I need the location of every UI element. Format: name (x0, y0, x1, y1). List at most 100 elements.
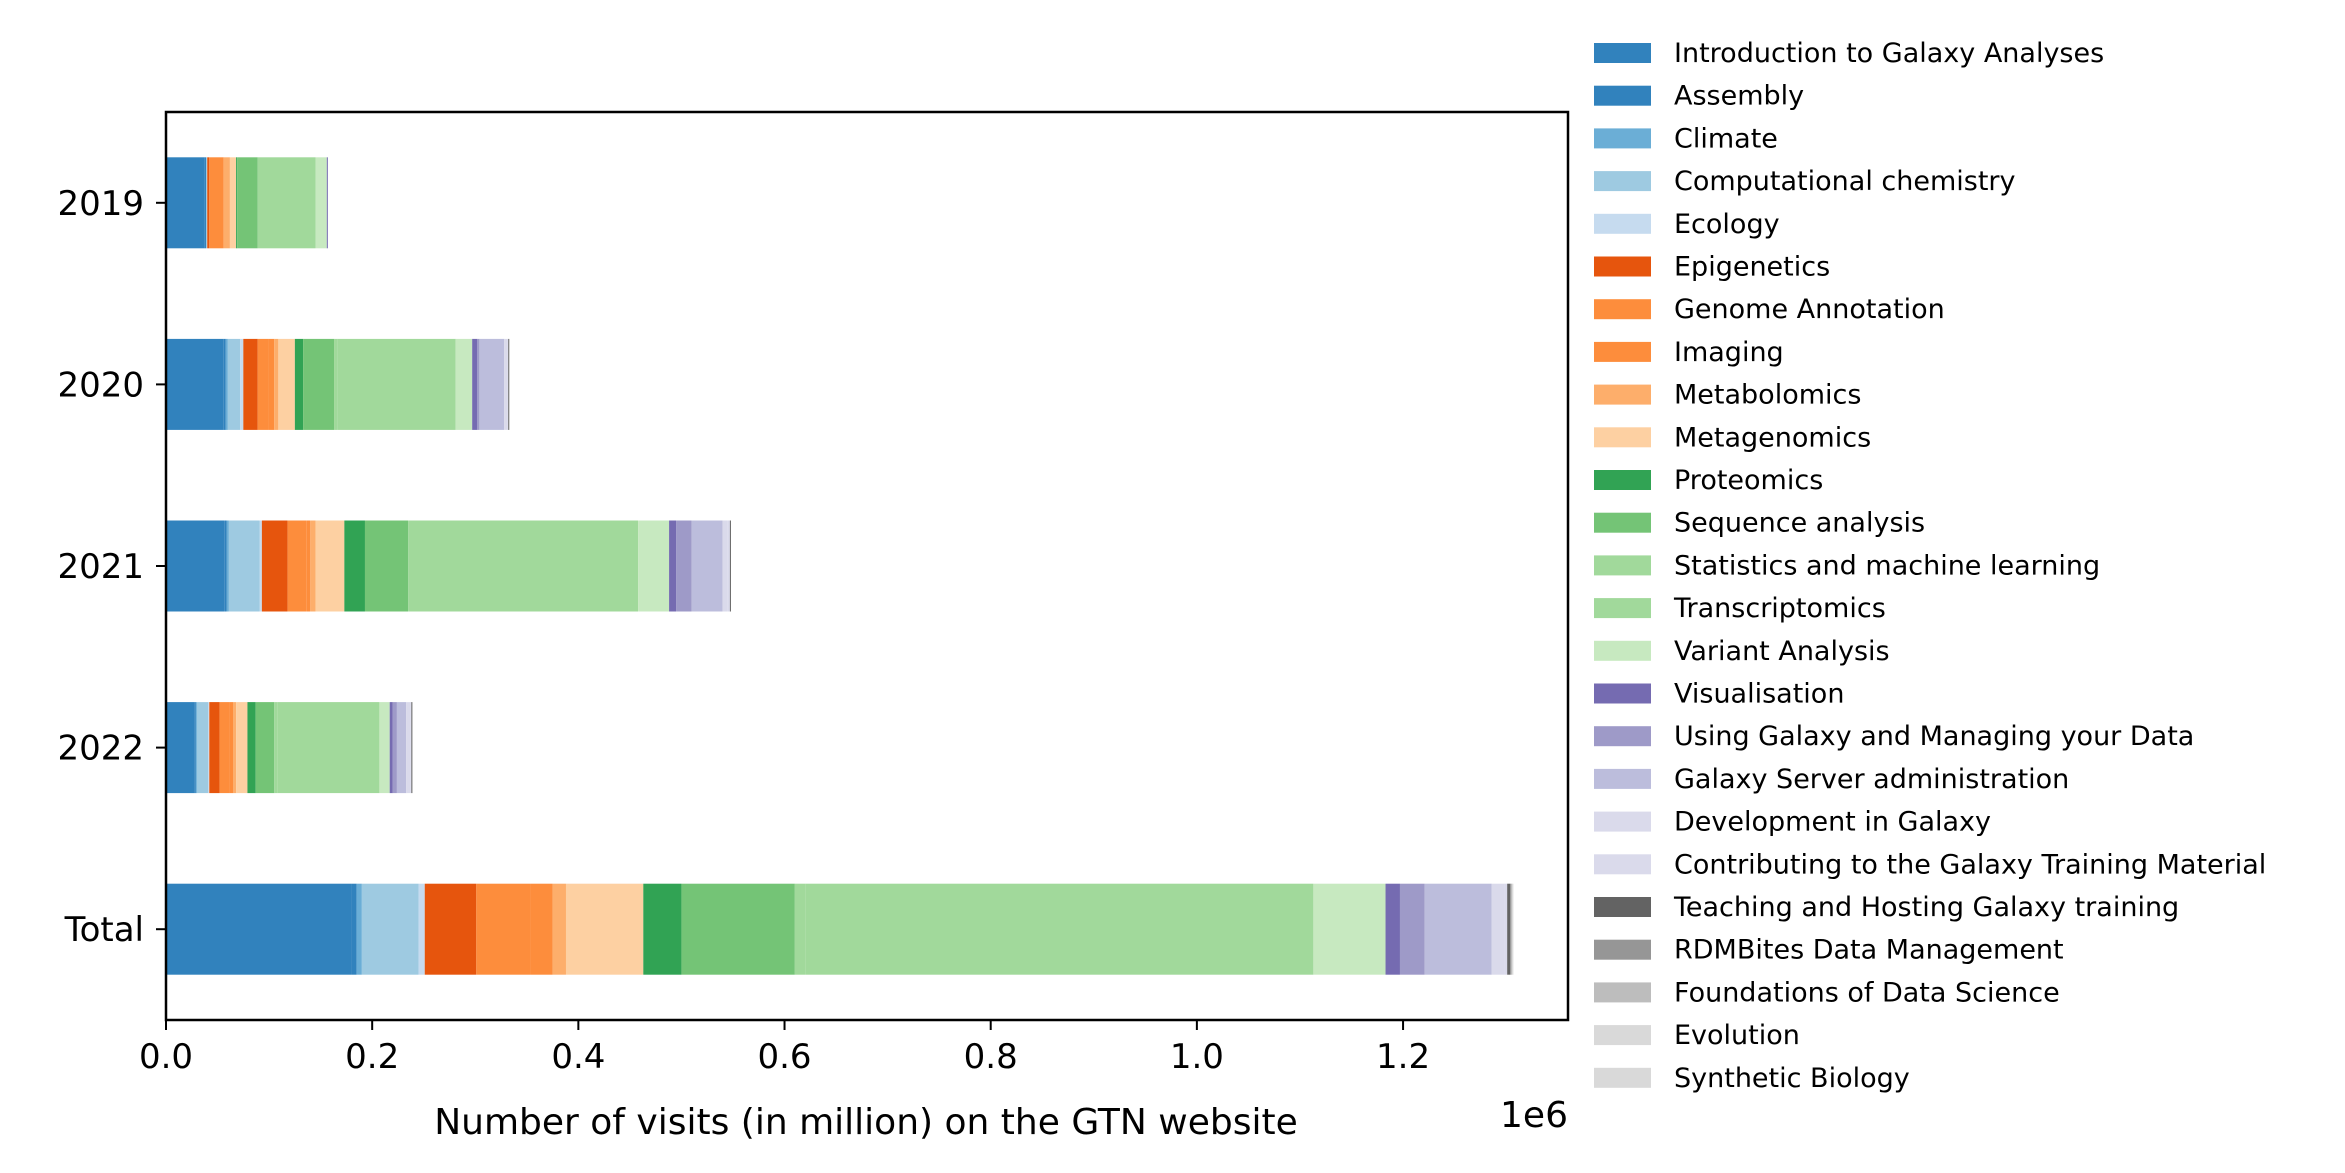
bar-segment-2021-4 (259, 520, 262, 612)
bar-segment-2019-0 (166, 157, 205, 249)
bar-segment-total-21 (1510, 883, 1512, 975)
legend-swatch (1594, 43, 1651, 63)
bar-segment-2021-17 (691, 520, 723, 612)
bar-segment-2022-4 (208, 702, 210, 794)
bar-segment-2021-13 (416, 520, 639, 612)
legend-label: Evolution (1674, 1020, 1800, 1051)
bar-segment-2021-15 (669, 520, 677, 612)
y-tick-label: 2021 (57, 547, 144, 587)
x-tick-label: 0.6 (757, 1037, 811, 1077)
legend-swatch (1594, 555, 1651, 576)
legend-label: Development in Galaxy (1674, 807, 1991, 838)
y-tick-label: Total (64, 910, 144, 950)
legend-label: Proteomics (1674, 465, 1823, 496)
y-tick-label: 2019 (57, 184, 144, 224)
bar-segment-2021-9 (315, 520, 345, 612)
bar-segment-2021-5 (261, 520, 288, 612)
legend-swatch (1594, 768, 1651, 789)
bar-segment-total-24 (1512, 883, 1514, 975)
legend-label: Epigenetics (1674, 252, 1830, 283)
bar-segment-total-11 (681, 883, 795, 975)
legend-swatch (1594, 299, 1651, 320)
legend-label: Imaging (1674, 337, 1784, 368)
x-tick-label: 1.2 (1376, 1037, 1430, 1077)
y-tick-label: 2022 (57, 729, 144, 769)
bar-segment-2022-20 (411, 702, 413, 794)
bar-segment-2019-11 (237, 157, 258, 249)
bar-segment-2021-3 (228, 520, 260, 612)
bar-segment-2020-19 (507, 338, 509, 430)
legend-swatch (1594, 683, 1651, 704)
bar-segment-2021-11 (364, 520, 409, 612)
legend-label: Transcriptomics (1673, 593, 1886, 624)
bar-segment-2021-0 (166, 520, 225, 612)
legend: Introduction to Galaxy Analyses Assembly C… (1594, 38, 2266, 1094)
legend-swatch (1594, 384, 1651, 405)
x-tick-label: 0.8 (964, 1037, 1018, 1077)
legend-label: Climate (1674, 123, 1778, 154)
bar-segment-2021-7 (306, 520, 311, 612)
bar-segment-total-4 (418, 883, 425, 975)
bar-segment-2022-13 (277, 702, 380, 794)
bar-segment-2019-13 (257, 157, 316, 249)
bar-segment-2019-10 (236, 157, 238, 249)
bar-segment-2019-9 (229, 157, 237, 249)
legend-label: Metagenomics (1674, 422, 1871, 453)
bar-segment-2022-19 (410, 702, 412, 794)
bar-segment-total-7 (530, 883, 553, 975)
bar-segment-2021-6 (287, 520, 307, 612)
x-tick-label: 0.2 (345, 1037, 399, 1077)
bar-segment-2019-6 (209, 157, 224, 249)
bar-segment-2019-8 (223, 157, 230, 249)
bar-segment-2020-15 (472, 338, 478, 430)
bar-segment-2021-2 (226, 520, 229, 612)
bar-segment-2020-9 (278, 338, 295, 430)
legend-swatch (1594, 854, 1651, 875)
bar-segment-2021-20 (729, 520, 731, 612)
bar-segment-total-17 (1424, 883, 1492, 975)
bar-segment-2021-16 (676, 520, 692, 612)
bar-segment-total-3 (361, 883, 419, 975)
bar-segment-total-1 (351, 883, 357, 975)
bar-segment-total-15 (1385, 883, 1400, 975)
bar-segment-2020-11 (303, 338, 335, 430)
bars-layer (166, 157, 1514, 975)
bar-segment-2020-10 (294, 338, 304, 430)
legend-swatch (1594, 470, 1651, 490)
legend-swatch (1594, 1025, 1651, 1046)
bar-segment-2019-3 (206, 157, 208, 249)
bar-segment-2022-1 (194, 702, 196, 794)
legend-label: Sequence analysis (1674, 508, 1925, 539)
bar-segment-total-20 (1507, 883, 1511, 975)
bar-segment-2022-17 (396, 702, 407, 794)
bar-segment-2020-2 (225, 338, 228, 430)
bar-segment-2022-10 (247, 702, 256, 794)
legend-label: Foundations of Data Science (1674, 977, 2060, 1008)
bar-segment-total-0 (166, 883, 352, 975)
bar-segment-total-9 (565, 883, 644, 975)
legend-label: RDMBites Data Management (1674, 935, 2064, 966)
bar-segment-total-5 (424, 883, 477, 975)
bar-segment-2021-10 (344, 520, 365, 612)
bar-segment-total-22 (1511, 883, 1513, 975)
bar-segment-2020-17 (479, 338, 505, 430)
bar-segment-2022-15 (389, 702, 393, 794)
bar-segment-total-19 (1504, 883, 1508, 975)
bar-segment-total-23 (1512, 883, 1513, 975)
bar-segment-2022-18 (406, 702, 411, 794)
legend-swatch (1594, 1067, 1651, 1088)
legend-swatch (1594, 427, 1651, 448)
legend-label: Teaching and Hosting Galaxy training (1673, 892, 2179, 923)
legend-swatch (1594, 256, 1651, 277)
bar-segment-2019-14 (315, 157, 327, 249)
legend-swatch (1594, 598, 1651, 619)
legend-label: Statistics and machine learning (1674, 550, 2100, 581)
bar-segment-2020-14 (455, 338, 473, 430)
bar-segment-2021-12 (408, 520, 417, 612)
bar-segment-2022-9 (236, 702, 248, 794)
bar-segment-total-18 (1491, 883, 1505, 975)
legend-label: Metabolomics (1674, 380, 1861, 411)
legend-label: Variant Analysis (1674, 636, 1890, 667)
bar-segment-total-6 (476, 883, 531, 975)
